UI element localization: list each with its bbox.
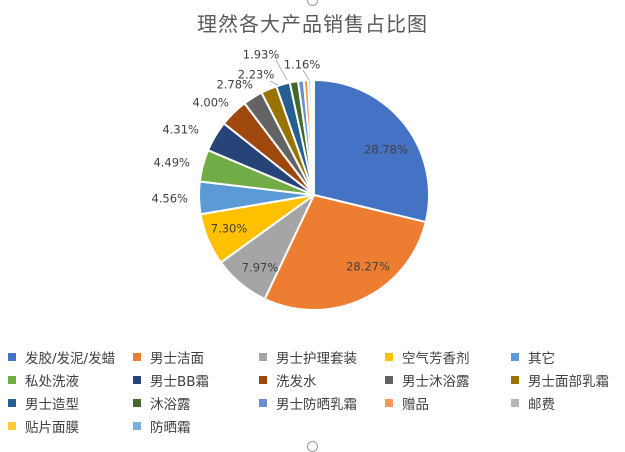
legend-item-15[interactable]: 邮费	[511, 394, 623, 413]
legend-swatch	[259, 376, 267, 384]
legend-swatch	[133, 422, 141, 430]
legend-swatch	[511, 353, 519, 361]
legend-swatch	[511, 376, 519, 384]
legend-swatch	[8, 353, 16, 361]
legend-item-6[interactable]: 私处洗液	[8, 371, 133, 390]
chart-title: 理然各大产品销售占比图	[197, 12, 428, 36]
legend-swatch	[259, 353, 267, 361]
legend-item-7[interactable]: 男士BB霜	[133, 371, 259, 390]
data-label-4: 7.30%	[211, 222, 248, 236]
data-label-5: 4.56%	[151, 192, 188, 206]
data-label-10: 2.23%	[238, 68, 275, 82]
legend-label: 私处洗液	[25, 374, 79, 390]
legend-label: 沐浴露	[150, 397, 191, 413]
legend-label: 空气芳香剂	[402, 351, 470, 367]
pie-slice-1[interactable]	[313, 78, 430, 224]
legend-label: 男士面部乳霜	[528, 374, 609, 390]
legend-swatch	[8, 376, 16, 384]
legend-label: 防晒霜	[150, 420, 191, 436]
legend-label: 贴片面膜	[25, 420, 79, 436]
legend-swatch	[8, 422, 16, 430]
legend-label: 男士BB霜	[150, 374, 210, 390]
legend-label: 男士洁面	[150, 351, 204, 367]
pie-slice-2[interactable]	[263, 193, 427, 311]
legend-item-3[interactable]: 男士护理套装	[259, 348, 385, 367]
data-label-7: 4.31%	[162, 123, 199, 137]
legend-label: 男士护理套装	[276, 351, 357, 367]
data-label-6: 4.49%	[153, 156, 190, 170]
pie-slice-17[interactable]	[311, 78, 315, 196]
leader-line-12	[302, 69, 310, 81]
leader-line-10	[269, 80, 279, 86]
legend-item-8[interactable]: 洗发水	[259, 371, 385, 390]
legend-swatch	[385, 399, 393, 407]
data-label-1: 28.78%	[364, 143, 408, 157]
legend-label: 邮费	[528, 397, 555, 413]
data-label-2: 28.27%	[346, 260, 390, 274]
legend-swatch	[133, 399, 141, 407]
data-label-3: 7.97%	[242, 261, 279, 275]
legend-item-10[interactable]: 男士面部乳霜	[511, 371, 623, 390]
legend-label: 发胶/发泥/发蜡	[25, 351, 116, 367]
legend-item-12[interactable]: 沐浴露	[133, 394, 259, 413]
legend-label: 男士沐浴露	[402, 374, 470, 390]
legend-item-9[interactable]: 男士沐浴露	[385, 371, 511, 390]
legend-item-4[interactable]: 空气芳香剂	[385, 348, 511, 367]
legend-item-11[interactable]: 男士造型	[8, 394, 133, 413]
legend-label: 其它	[528, 351, 555, 367]
legend-label: 男士造型	[25, 397, 79, 413]
legend-swatch	[511, 399, 519, 407]
legend-swatch	[385, 376, 393, 384]
leader-line-11	[275, 59, 288, 81]
data-label-11: 1.93%	[243, 48, 280, 62]
legend-item-1[interactable]: 发胶/发泥/发蜡	[8, 348, 133, 367]
chart-legend: 发胶/发泥/发蜡 男士洁面 男士护理套装 空气芳香剂 其它私处洗液 男士BB霜 洗发水 男士沐…	[8, 348, 623, 436]
data-label-9: 2.78%	[216, 78, 253, 92]
data-label-12: 1.16%	[284, 58, 321, 72]
legend-item-16[interactable]: 贴片面膜	[8, 417, 133, 436]
legend-item-5[interactable]: 其它	[511, 348, 623, 367]
legend-item-14[interactable]: 赠品	[385, 394, 511, 413]
legend-swatch	[259, 399, 267, 407]
legend-item-13[interactable]: 男士防晒乳霜	[259, 394, 385, 413]
legend-swatch	[133, 353, 141, 361]
legend-item-17[interactable]: 防晒霜	[133, 417, 259, 436]
legend-swatch	[385, 353, 393, 361]
legend-swatch	[8, 399, 16, 407]
legend-label: 男士防晒乳霜	[276, 397, 357, 413]
legend-item-2[interactable]: 男士洁面	[133, 348, 259, 367]
legend-swatch	[133, 376, 141, 384]
data-label-8: 4.00%	[192, 96, 229, 110]
legend-label: 赠品	[402, 397, 429, 413]
legend-label: 洗发水	[276, 374, 317, 390]
